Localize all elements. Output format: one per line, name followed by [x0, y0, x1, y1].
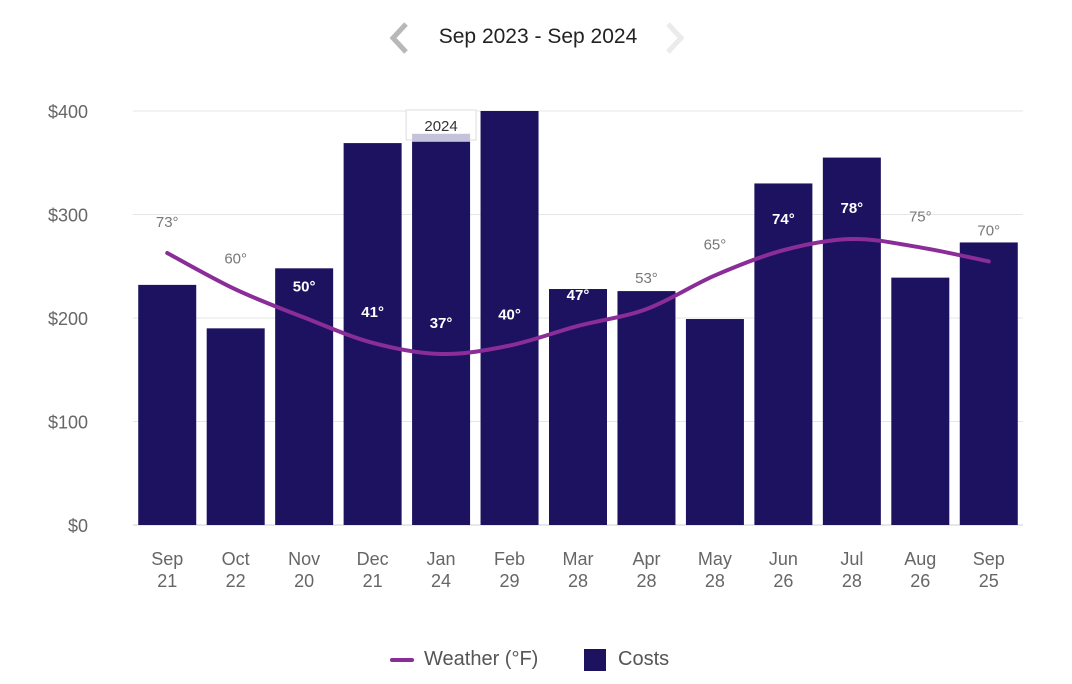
x-tick-month: Apr — [632, 549, 660, 569]
weather-label: 74° — [772, 211, 795, 228]
x-tick-day: 28 — [705, 571, 725, 591]
cost-bar — [754, 183, 813, 525]
cost-bar — [685, 319, 744, 525]
x-tick-month: Aug — [904, 549, 936, 569]
y-tick-label: $100 — [48, 413, 88, 433]
cost-bar — [617, 291, 676, 525]
x-tick-month: Sep — [973, 549, 1005, 569]
legend-item-weather[interactable]: Weather (°F) — [390, 648, 538, 671]
weather-label: 47° — [567, 287, 590, 304]
weather-label: 40° — [498, 307, 521, 324]
x-tick-day: 28 — [636, 571, 656, 591]
year-marker-label: 2024 — [424, 118, 457, 135]
x-tick-day: 26 — [773, 571, 793, 591]
x-tick-month: May — [698, 549, 732, 569]
weather-label: 53° — [635, 270, 658, 287]
weather-label: 60° — [224, 250, 247, 267]
x-tick-day: 29 — [500, 571, 520, 591]
y-tick-label: $0 — [68, 516, 88, 536]
cost-bar — [822, 157, 881, 525]
cost-bar — [138, 284, 197, 525]
y-tick-label: $300 — [48, 206, 88, 226]
x-tick-day: 25 — [979, 571, 999, 591]
weather-line — [165, 236, 991, 357]
next-period-button[interactable] — [660, 20, 690, 56]
x-tick-month: Jun — [769, 549, 798, 569]
costs-bar-swatch — [584, 648, 606, 671]
x-tick-day: 22 — [226, 571, 246, 591]
weather-label: 65° — [704, 236, 727, 253]
cost-bar — [412, 141, 471, 525]
date-range-title: Sep 2023 - Sep 2024 — [438, 25, 638, 48]
weather-line-swatch — [390, 657, 414, 662]
legend-item-costs[interactable]: Costs — [584, 648, 669, 671]
x-tick-month: Nov — [288, 549, 320, 569]
previous-period-button[interactable] — [384, 20, 414, 56]
weather-label: 41° — [361, 304, 384, 321]
x-tick-day: 28 — [842, 571, 862, 591]
chart-header: Sep 2023 - Sep 2024 — [0, 18, 1072, 58]
weather-label: 37° — [430, 315, 453, 332]
x-tick-month: Jul — [840, 549, 863, 569]
x-tick-month: Dec — [357, 549, 389, 569]
chevron-left-icon — [389, 22, 408, 54]
cost-bar — [206, 328, 265, 525]
chevron-right-icon — [666, 22, 685, 54]
chart-legend: Weather (°F) Costs — [0, 648, 1072, 678]
x-tick-day: 21 — [157, 571, 177, 591]
x-tick-day: 26 — [910, 571, 930, 591]
x-tick-month: Mar — [563, 549, 594, 569]
x-tick-day: 21 — [363, 571, 383, 591]
cost-bar — [343, 143, 402, 525]
x-tick-month: Feb — [494, 549, 525, 569]
cost-bar — [480, 111, 539, 525]
x-tick-day: 20 — [294, 571, 314, 591]
y-tick-label: $200 — [48, 309, 88, 329]
weather-label: 78° — [841, 200, 864, 217]
cost-bar — [891, 277, 950, 525]
cost-bar — [549, 289, 607, 525]
bar-highlight-cap — [412, 133, 471, 142]
weather-label: 70° — [977, 222, 1000, 239]
y-tick-label: $400 — [48, 102, 88, 122]
weather-label: 50° — [293, 279, 316, 296]
cost-bar — [959, 242, 1018, 525]
weather-label: 75° — [909, 208, 932, 225]
x-tick-month: Jan — [427, 549, 456, 569]
x-tick-month: Sep — [151, 549, 183, 569]
weather-label: 73° — [156, 214, 179, 231]
legend-label-weather: Weather (°F) — [424, 648, 539, 670]
legend-label-costs: Costs — [618, 648, 670, 670]
x-tick-month: Oct — [222, 549, 250, 569]
cost-bar — [275, 268, 334, 525]
x-tick-day: 24 — [431, 571, 451, 591]
x-tick-day: 28 — [568, 571, 588, 591]
